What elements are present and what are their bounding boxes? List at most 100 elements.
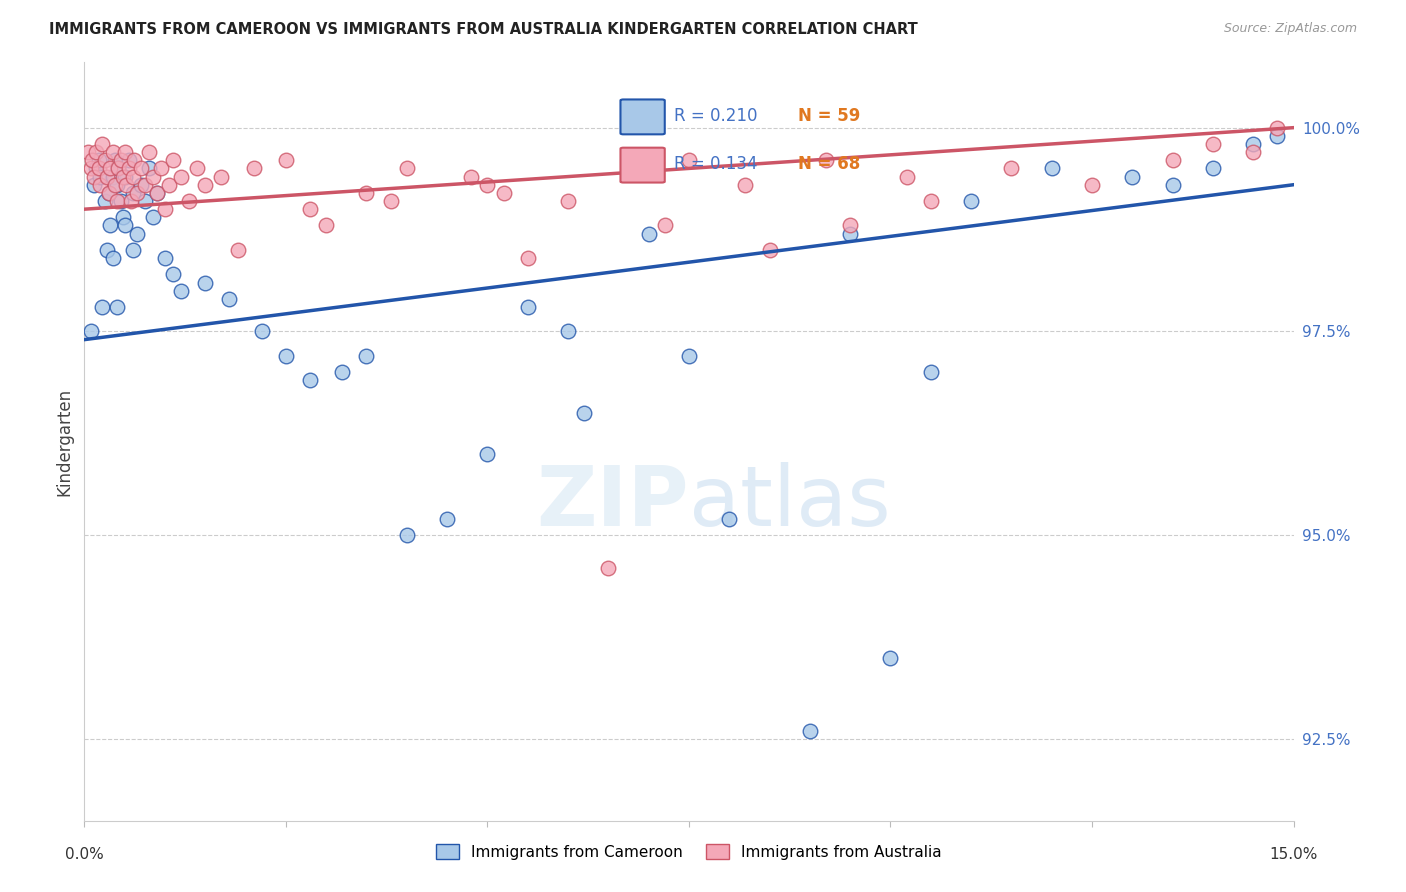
Point xyxy=(274,349,297,363)
Point xyxy=(186,161,208,176)
Point xyxy=(492,186,515,200)
Point xyxy=(118,161,141,176)
Point xyxy=(572,406,595,420)
Point xyxy=(112,211,135,225)
Point xyxy=(1081,178,1104,192)
Point xyxy=(1202,136,1225,151)
Point xyxy=(395,528,418,542)
Point xyxy=(125,227,148,241)
Point xyxy=(460,169,482,184)
Point xyxy=(799,723,821,738)
Point xyxy=(436,512,458,526)
Point xyxy=(96,169,118,184)
Y-axis label: Kindergarten: Kindergarten xyxy=(55,387,73,496)
Point xyxy=(1161,178,1184,192)
Point xyxy=(315,219,337,233)
Point xyxy=(138,145,160,160)
Point xyxy=(146,186,169,200)
Point xyxy=(80,161,103,176)
Point xyxy=(125,186,148,200)
Point xyxy=(134,194,156,208)
Point xyxy=(250,325,273,339)
Point xyxy=(149,161,172,176)
Point xyxy=(93,153,115,168)
Point xyxy=(157,178,180,192)
Point xyxy=(107,161,129,176)
Point xyxy=(557,194,579,208)
Point xyxy=(299,202,322,217)
Point xyxy=(477,178,499,192)
Point xyxy=(89,178,111,192)
Point xyxy=(121,186,143,200)
Point xyxy=(83,169,105,184)
Point xyxy=(96,243,118,257)
Point xyxy=(83,178,105,192)
Point xyxy=(153,202,176,217)
Point xyxy=(101,169,124,184)
Point xyxy=(86,161,108,176)
Text: 15.0%: 15.0% xyxy=(1270,847,1317,862)
Point xyxy=(93,194,115,208)
Point xyxy=(170,169,193,184)
Point xyxy=(179,194,201,208)
Text: Source: ZipAtlas.com: Source: ZipAtlas.com xyxy=(1223,22,1357,36)
Point xyxy=(91,300,114,314)
Point xyxy=(839,219,862,233)
Point xyxy=(1202,161,1225,176)
Point xyxy=(598,561,620,575)
Point xyxy=(112,169,135,184)
Point xyxy=(91,136,114,151)
Text: 0.0%: 0.0% xyxy=(65,847,104,862)
Point xyxy=(105,194,128,208)
Point xyxy=(114,219,136,233)
Point xyxy=(114,169,136,184)
Point xyxy=(142,211,165,225)
Point xyxy=(920,365,942,379)
Point xyxy=(879,650,901,665)
Point xyxy=(194,178,217,192)
Point xyxy=(170,284,193,298)
Point xyxy=(97,186,120,200)
Point xyxy=(734,178,756,192)
Point xyxy=(118,153,141,168)
Point xyxy=(1241,136,1264,151)
Text: N = 59: N = 59 xyxy=(797,107,860,125)
Point xyxy=(621,161,644,176)
Point xyxy=(218,292,240,306)
Point xyxy=(98,219,121,233)
Point xyxy=(87,153,110,168)
Point xyxy=(129,178,152,192)
Point xyxy=(395,161,418,176)
Point xyxy=(121,243,143,257)
Point xyxy=(120,194,142,208)
Point xyxy=(226,243,249,257)
Text: R = 0.134: R = 0.134 xyxy=(673,155,756,173)
Point xyxy=(654,219,676,233)
Point xyxy=(557,325,579,339)
Point xyxy=(80,325,103,339)
Point xyxy=(299,373,322,387)
Point xyxy=(1267,120,1289,135)
Point xyxy=(194,276,217,290)
Point xyxy=(242,161,264,176)
Point xyxy=(105,178,128,192)
Point xyxy=(1040,161,1063,176)
Point xyxy=(516,300,538,314)
Point xyxy=(98,161,121,176)
Point xyxy=(153,251,176,265)
Point xyxy=(134,178,156,192)
Point xyxy=(86,145,108,160)
FancyBboxPatch shape xyxy=(620,99,665,135)
Point xyxy=(107,161,129,176)
Text: R = 0.210: R = 0.210 xyxy=(673,107,756,125)
Point xyxy=(758,243,780,257)
Point xyxy=(330,365,353,379)
Point xyxy=(89,169,111,184)
Point xyxy=(380,194,402,208)
Legend: Immigrants from Cameroon, Immigrants from Australia: Immigrants from Cameroon, Immigrants fro… xyxy=(430,838,948,866)
Text: N = 68: N = 68 xyxy=(797,155,860,173)
Point xyxy=(814,153,837,168)
Point xyxy=(104,178,127,192)
Point xyxy=(678,153,700,168)
Point xyxy=(142,169,165,184)
